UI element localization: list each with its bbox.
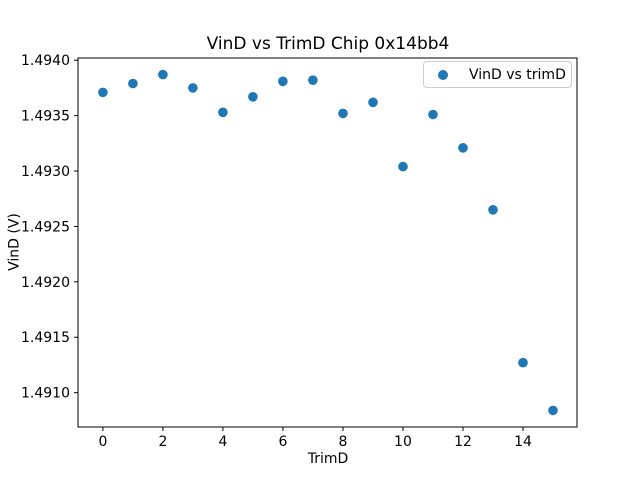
y-tick-label: 1.4920 xyxy=(21,275,70,291)
data-point xyxy=(128,78,138,89)
data-point xyxy=(248,92,258,102)
x-tick-label: 10 xyxy=(394,434,412,450)
x-tick-label: 2 xyxy=(158,434,167,450)
x-tick-label: 4 xyxy=(218,434,227,450)
data-point xyxy=(458,143,468,153)
y-tick-label: 1.4940 xyxy=(21,53,70,69)
x-tick-label: 6 xyxy=(278,434,287,450)
legend-marker-icon xyxy=(438,69,448,80)
data-point xyxy=(488,205,498,215)
data-point xyxy=(398,161,408,172)
x-tick-label: 12 xyxy=(454,434,472,450)
data-point xyxy=(428,109,438,120)
x-tick-label: 0 xyxy=(98,434,107,450)
chart-title: VinD vs TrimD Chip 0x14bb4 xyxy=(206,34,450,54)
legend: VinD vs trimD xyxy=(423,61,572,88)
data-point xyxy=(278,76,288,87)
x-tick-label: 8 xyxy=(338,434,347,450)
x-tick-label: 14 xyxy=(514,434,532,450)
y-tick-label: 1.4915 xyxy=(21,330,70,346)
y-tick-label: 1.4935 xyxy=(21,109,70,125)
plot-spines xyxy=(77,57,578,428)
data-point xyxy=(518,357,528,368)
data-point xyxy=(548,405,558,416)
x-axis-label: TrimD xyxy=(307,451,349,467)
data-point xyxy=(188,83,198,93)
data-point xyxy=(98,87,108,98)
data-point xyxy=(368,97,378,108)
legend-label: VinD vs trimD xyxy=(469,66,566,83)
data-point xyxy=(308,75,318,85)
y-tick-label: 1.4930 xyxy=(21,164,70,180)
y-tick-label: 1.4910 xyxy=(21,386,70,402)
data-point xyxy=(338,108,348,119)
y-tick-label: 1.4925 xyxy=(21,219,70,235)
data-point xyxy=(218,107,228,118)
data-point xyxy=(158,69,168,80)
